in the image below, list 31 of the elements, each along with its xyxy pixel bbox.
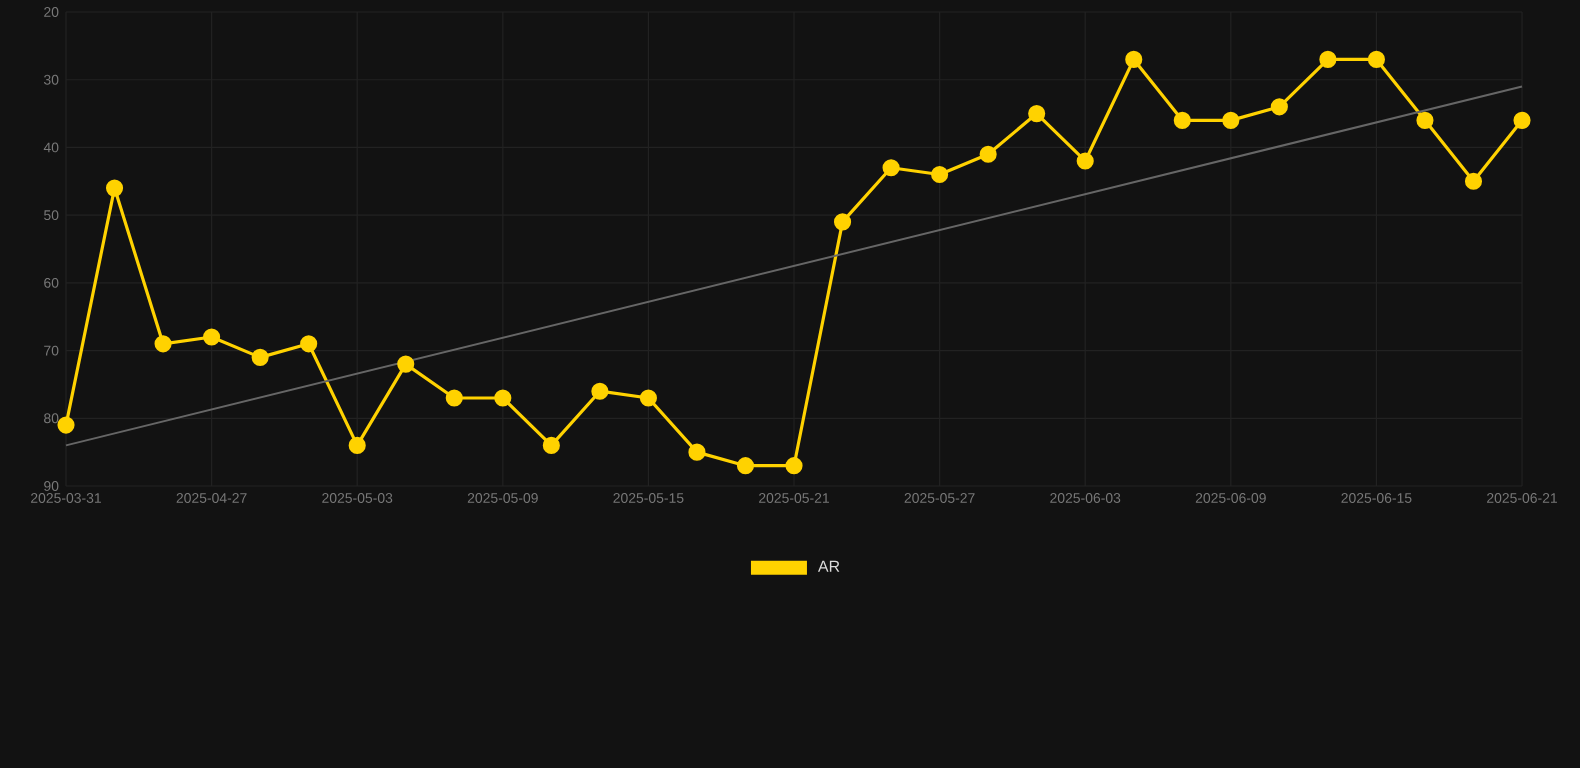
point [1125, 50, 1143, 68]
point [105, 179, 124, 197]
point [736, 457, 755, 475]
point [300, 335, 318, 353]
point [203, 328, 221, 346]
point [979, 145, 997, 163]
point [1173, 111, 1191, 129]
point [1222, 111, 1240, 129]
point [57, 416, 75, 434]
point [833, 213, 852, 231]
point [1028, 105, 1046, 123]
point [639, 389, 657, 407]
point [397, 355, 415, 373]
point [931, 165, 949, 184]
point [1270, 98, 1288, 116]
point [251, 348, 269, 366]
point [1367, 50, 1385, 68]
point [1513, 111, 1531, 129]
point [542, 436, 560, 454]
point [154, 335, 172, 353]
point [1416, 111, 1434, 129]
point [591, 382, 609, 400]
point [1319, 50, 1337, 68]
point [1076, 152, 1094, 170]
point [882, 159, 900, 177]
point [1464, 172, 1483, 190]
point [688, 443, 706, 461]
point [494, 389, 512, 407]
point [785, 457, 803, 475]
point [348, 436, 366, 454]
point [445, 389, 463, 407]
